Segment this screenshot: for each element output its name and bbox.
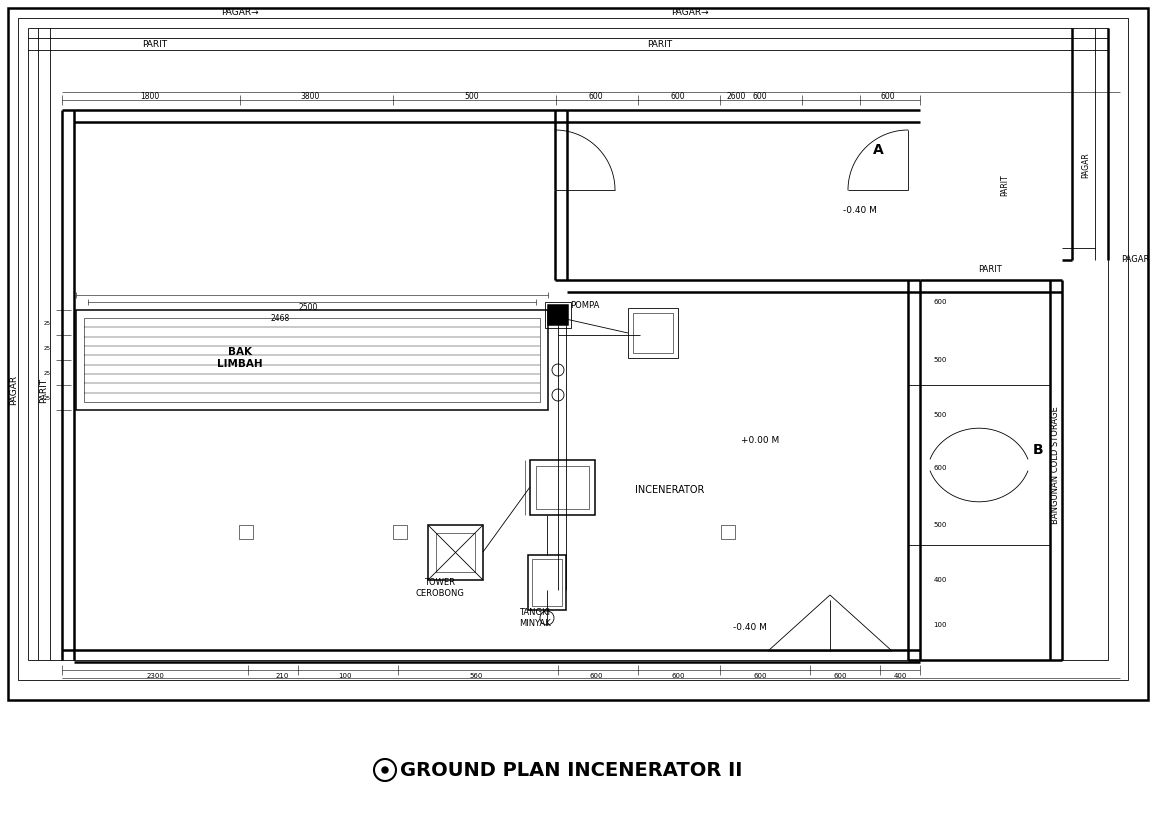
Circle shape	[552, 364, 563, 376]
Bar	[28, 28, 1108, 660]
Text: 25: 25	[44, 371, 51, 376]
Text: 600: 600	[753, 91, 767, 101]
Text: 560: 560	[470, 673, 482, 679]
Text: PARIT: PARIT	[39, 377, 49, 403]
Text: -0.40 M: -0.40 M	[843, 205, 877, 214]
Bar	[19, 18, 1128, 680]
Bar	[239, 525, 253, 539]
Text: PARIT: PARIT	[1001, 174, 1010, 196]
Text: POMPA: POMPA	[570, 301, 599, 310]
Text: PAGAR: PAGAR	[1082, 152, 1091, 178]
Text: 600: 600	[589, 91, 603, 101]
Bar	[8, 8, 1148, 700]
Text: 400: 400	[934, 577, 946, 583]
Text: PARIT: PARIT	[978, 265, 1002, 274]
Bar	[436, 533, 476, 572]
Text: 210: 210	[275, 673, 289, 679]
Text: INCENERATOR: INCENERATOR	[635, 485, 705, 495]
Text: 500: 500	[934, 412, 946, 418]
Text: 600: 600	[671, 673, 685, 679]
Text: GROUND PLAN INCENERATOR II: GROUND PLAN INCENERATOR II	[400, 761, 743, 780]
Text: PAGAR: PAGAR	[1121, 255, 1149, 265]
Text: BAK
LIMBAH: BAK LIMBAH	[218, 347, 263, 369]
Text: 100: 100	[934, 622, 946, 628]
Text: -0.40 M: -0.40 M	[734, 624, 767, 633]
Bar	[633, 313, 673, 353]
Text: PARIT: PARIT	[142, 40, 168, 49]
Text: 600: 600	[589, 673, 603, 679]
Bar	[84, 318, 540, 402]
Bar	[532, 559, 562, 606]
Text: 25: 25	[44, 345, 51, 350]
Text: 2600: 2600	[727, 91, 746, 101]
Text: PARIT: PARIT	[648, 40, 672, 49]
Circle shape	[382, 767, 388, 773]
Text: 500: 500	[934, 522, 946, 528]
Text: BANGUNAN COLD STORAGE: BANGUNAN COLD STORAGE	[1052, 406, 1061, 524]
Text: 500: 500	[465, 91, 479, 101]
Bar	[628, 308, 678, 358]
Text: 2300: 2300	[146, 673, 164, 679]
Text: 600: 600	[671, 91, 685, 101]
Bar	[530, 460, 595, 515]
Text: +0.00 M: +0.00 M	[740, 436, 779, 444]
Text: 600: 600	[934, 299, 946, 305]
Text: 25: 25	[44, 396, 51, 400]
Text: 600: 600	[880, 91, 896, 101]
Bar	[536, 466, 589, 509]
Text: B: B	[1033, 443, 1044, 457]
Bar	[545, 302, 572, 328]
Text: 400: 400	[893, 673, 907, 679]
Text: 2500: 2500	[299, 303, 318, 312]
Circle shape	[540, 611, 554, 625]
Text: 1800: 1800	[140, 91, 160, 101]
Text: 600: 600	[833, 673, 847, 679]
Text: A: A	[872, 143, 884, 157]
Text: PAGAR→: PAGAR→	[221, 7, 259, 16]
Text: 2468: 2468	[271, 313, 289, 322]
Bar	[428, 525, 482, 580]
Bar	[76, 310, 548, 410]
Bar	[528, 555, 566, 610]
Text: 25: 25	[44, 321, 51, 325]
Bar	[721, 525, 735, 539]
Text: 500: 500	[934, 357, 946, 363]
Text: 100: 100	[338, 673, 352, 679]
Bar	[908, 385, 1051, 545]
Text: TANGKI
MINYAK: TANGKI MINYAK	[519, 608, 551, 628]
Text: TOWER
CEROBONG: TOWER CEROBONG	[415, 578, 464, 597]
Text: 600: 600	[934, 465, 946, 471]
Bar	[393, 525, 407, 539]
Text: PAGAR: PAGAR	[9, 375, 19, 405]
Text: 3800: 3800	[301, 91, 319, 101]
Circle shape	[374, 759, 396, 781]
Bar	[548, 305, 568, 325]
Text: PAGAR→: PAGAR→	[671, 7, 709, 16]
Circle shape	[552, 389, 563, 401]
Text: 600: 600	[753, 673, 767, 679]
